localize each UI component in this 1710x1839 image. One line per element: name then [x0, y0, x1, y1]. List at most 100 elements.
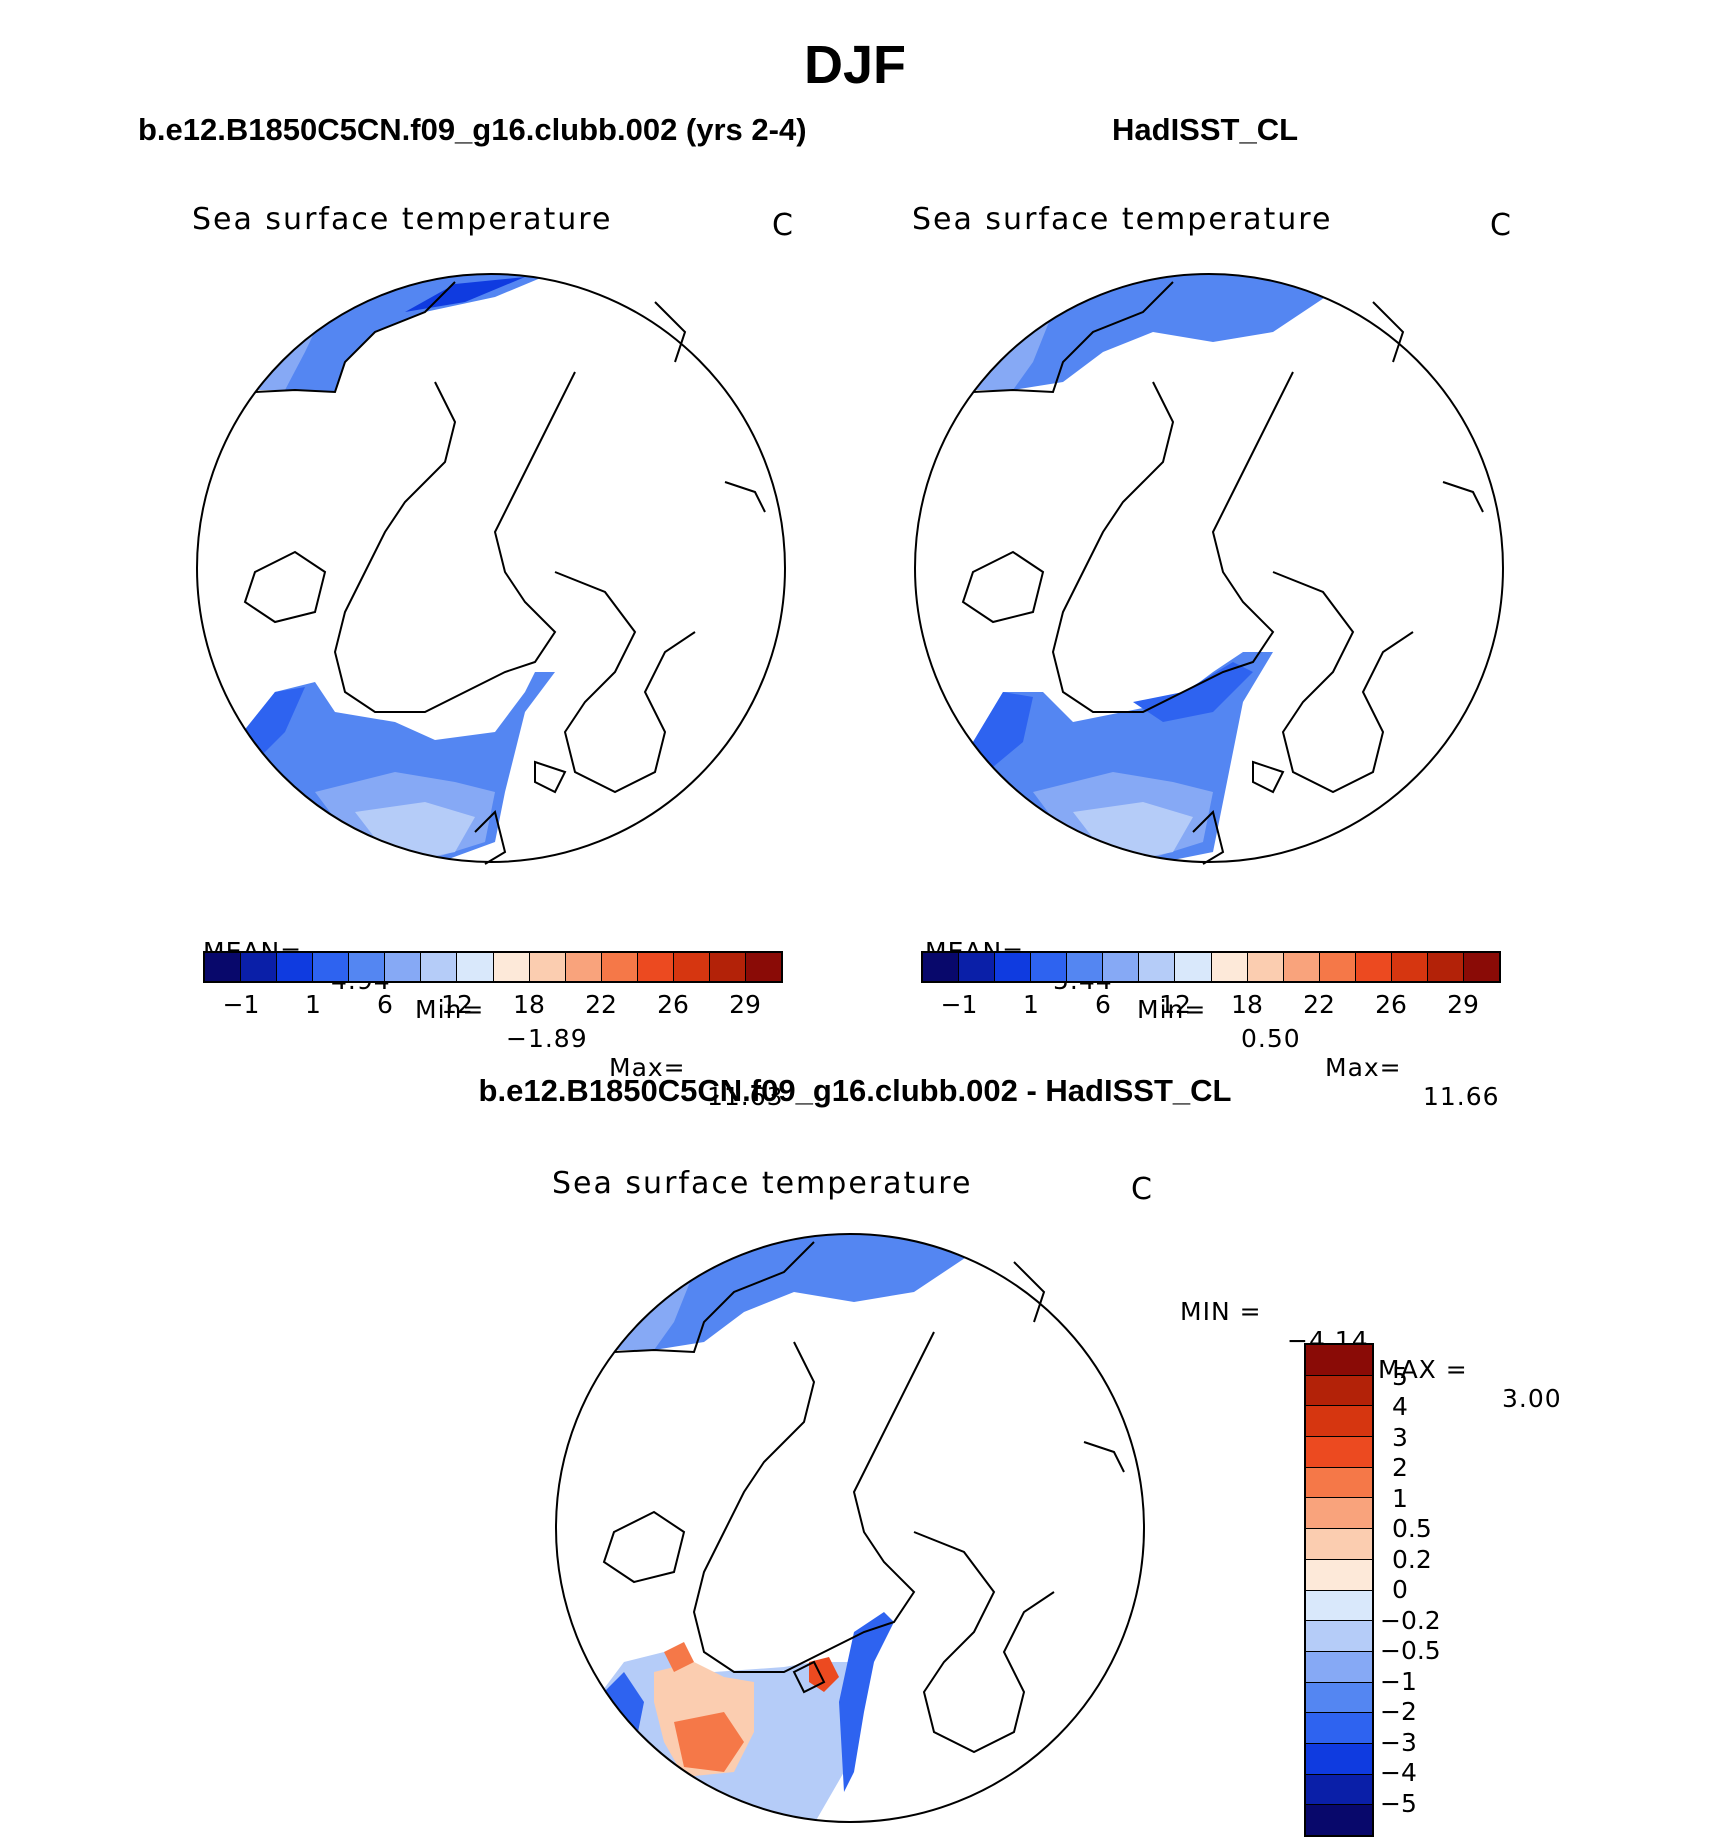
colorbar-swatch	[1306, 1406, 1372, 1438]
pacific-sst-field	[255, 274, 555, 392]
colorbar-tick-label: 18	[1231, 990, 1263, 1019]
colorbar-tick-label: 26	[1375, 990, 1407, 1019]
colorbar-tick-label: −4	[1380, 1758, 1417, 1787]
colorbar-swatch	[1306, 1437, 1372, 1468]
colorbar-tick-label: 1	[1023, 990, 1039, 1019]
model-max-value: 11.63	[707, 1082, 784, 1111]
model-colorbar	[203, 951, 783, 983]
colorbar-swatch	[421, 953, 458, 981]
colorbar-tick-label: 6	[377, 990, 393, 1019]
model-stats: MEAN= 4.94 Min= −1.89 Max= 11.63	[203, 908, 783, 1111]
colorbar-swatch	[1067, 953, 1104, 981]
colorbar-swatch	[565, 953, 602, 981]
colorbar-tick-label: −1	[222, 990, 260, 1019]
colorbar-swatch	[241, 953, 278, 981]
colorbar-swatch	[1427, 953, 1464, 981]
obs-polar-map	[914, 273, 1504, 865]
colorbar-tick-label: 22	[1303, 990, 1335, 1019]
colorbar-swatch	[1031, 953, 1068, 981]
colorbar-swatch	[1306, 1621, 1372, 1652]
colorbar-tick-label: 1	[1392, 1483, 1408, 1513]
colorbar-swatch	[1306, 1713, 1372, 1744]
colorbar-swatch	[1247, 953, 1284, 981]
diff-units-label: C	[1131, 1172, 1154, 1207]
colorbar-tick-label: −0.5	[1380, 1636, 1441, 1665]
colorbar-swatch	[673, 953, 710, 981]
obs-colorbar	[921, 951, 1501, 983]
colorbar-swatch	[457, 953, 494, 981]
colorbar-tick-label: 5	[1392, 1361, 1408, 1391]
colorbar-swatch	[959, 953, 996, 981]
diff-colorbar	[1304, 1343, 1374, 1837]
colorbar-tick-label: 0.5	[1392, 1514, 1432, 1543]
model-panel-title: b.e12.B1850C5CN.f09_g16.clubb.002 (yrs 2…	[138, 112, 807, 147]
colorbar-tick-label: 12	[441, 990, 473, 1019]
colorbar-swatch	[1463, 953, 1499, 981]
colorbar-swatch	[1306, 1345, 1372, 1376]
colorbar-tick-label: −5	[1380, 1788, 1417, 1818]
colorbar-tick-label: 12	[1159, 990, 1191, 1019]
model-min-label: Min=	[415, 995, 485, 1024]
colorbar-swatch	[1306, 1774, 1372, 1806]
colorbar-tick-label: 0.2	[1392, 1544, 1432, 1574]
colorbar-tick-label: 29	[729, 990, 761, 1019]
colorbar-tick-label: −2	[1380, 1697, 1417, 1726]
colorbar-swatch	[313, 953, 350, 981]
colorbar-tick-label: 6	[1095, 990, 1111, 1019]
colorbar-tick-label: 29	[1447, 990, 1479, 1019]
colorbar-swatch	[1306, 1559, 1372, 1591]
colorbar-swatch	[1139, 953, 1176, 981]
colorbar-swatch	[385, 953, 422, 981]
diff-variable-label: Sea surface temperature	[552, 1166, 973, 1201]
obs-max-label: Max=	[1325, 1053, 1402, 1082]
colorbar-swatch	[1283, 953, 1320, 981]
colorbar-swatch	[1306, 1682, 1372, 1714]
colorbar-swatch	[1306, 1651, 1372, 1683]
colorbar-swatch	[745, 953, 781, 981]
colorbar-tick-label: 1	[305, 990, 321, 1019]
colorbar-tick-label: 3	[1392, 1422, 1408, 1452]
colorbar-swatch	[493, 953, 530, 981]
colorbar-swatch	[1175, 953, 1212, 981]
colorbar-swatch	[1211, 953, 1248, 981]
colorbar-swatch	[1391, 953, 1428, 981]
obs-min-value: 0.50	[1241, 1024, 1301, 1053]
colorbar-swatch	[923, 953, 960, 981]
colorbar-swatch	[277, 953, 314, 981]
colorbar-swatch	[637, 953, 674, 981]
obs-max-value: 11.66	[1423, 1082, 1500, 1111]
colorbar-swatch	[709, 953, 746, 981]
colorbar-tick-label: −0.2	[1380, 1605, 1441, 1635]
diff-polar-map	[555, 1233, 1145, 1823]
colorbar-swatch	[1355, 953, 1392, 981]
colorbar-tick-label: 26	[657, 990, 689, 1019]
colorbar-swatch	[1306, 1498, 1372, 1530]
colorbar-swatch	[1306, 1743, 1372, 1775]
colorbar-swatch	[1306, 1375, 1372, 1407]
colorbar-tick-label: 4	[1392, 1392, 1408, 1421]
model-min-value: −1.89	[506, 1024, 588, 1053]
colorbar-swatch	[349, 953, 386, 981]
figure-title: DJF	[803, 35, 906, 95]
colorbar-swatch	[1306, 1467, 1372, 1499]
model-units-label: C	[772, 208, 795, 243]
colorbar-swatch	[1319, 953, 1356, 981]
colorbar-tick-label: −1	[1380, 1666, 1417, 1696]
diff-min-label: MIN =	[1180, 1297, 1262, 1326]
obs-units-label: C	[1490, 208, 1513, 243]
colorbar-tick-label: 18	[513, 990, 545, 1019]
colorbar-swatch	[205, 953, 242, 981]
colorbar-swatch	[1306, 1805, 1372, 1835]
colorbar-swatch	[601, 953, 638, 981]
diff-stats: MIN = −4.14 MAX = 3.00	[1180, 1268, 1580, 1413]
colorbar-tick-label: 2	[1392, 1453, 1408, 1482]
obs-variable-label: Sea surface temperature	[912, 202, 1333, 237]
obs-stats: MEAN= 5.44 Min= 0.50 Max= 11.66	[925, 908, 1505, 1111]
colorbar-tick-label: 22	[585, 990, 617, 1019]
obs-panel-title: HadISST_CL	[1112, 112, 1299, 147]
colorbar-swatch	[1103, 953, 1140, 981]
colorbar-swatch	[1306, 1590, 1372, 1622]
colorbar-tick-label: 0	[1392, 1575, 1408, 1604]
diff-max-value: 3.00	[1502, 1384, 1562, 1413]
colorbar-swatch	[995, 953, 1032, 981]
